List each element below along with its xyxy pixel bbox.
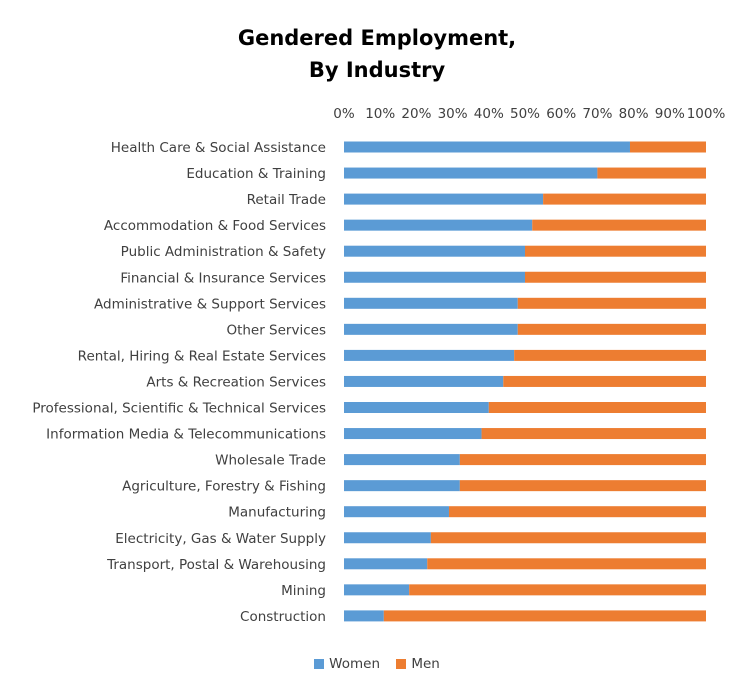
category-label: Arts & Recreation Services	[146, 374, 326, 390]
x-tick-label: 80%	[619, 106, 649, 122]
bar-men	[503, 375, 706, 387]
bar-women	[344, 271, 525, 283]
x-tick-label: 10%	[365, 106, 395, 122]
x-tick-label: 40%	[474, 106, 504, 122]
chart-title-line-2: By Industry	[308, 58, 446, 82]
category-label: Transport, Postal & Warehousing	[106, 557, 326, 573]
category-label: Rental, Hiring & Real Estate Services	[78, 348, 326, 364]
bar-women	[344, 610, 384, 622]
bar-men	[430, 532, 706, 544]
bar-women	[344, 558, 428, 570]
bar-women	[344, 219, 533, 231]
bar-men	[481, 428, 706, 440]
bar-women	[344, 584, 410, 596]
bar-men	[525, 271, 706, 283]
bar-men	[383, 610, 706, 622]
category-label: Other Services	[226, 322, 326, 338]
bar-women	[344, 193, 544, 205]
category-label: Education & Training	[186, 166, 326, 182]
legend-swatch-men	[396, 659, 407, 669]
x-tick-label: 100%	[687, 106, 726, 122]
bar-men	[514, 349, 706, 361]
category-label: Electricity, Gas & Water Supply	[115, 531, 326, 547]
bar-women	[344, 167, 598, 179]
legend: Women Men	[0, 656, 754, 673]
bar-women	[344, 323, 518, 335]
legend-item-women: Women	[314, 656, 380, 672]
legend-label-women: Women	[329, 656, 381, 672]
chart-title: Gendered Employment, By Industry	[0, 22, 754, 86]
legend-label-men: Men	[411, 656, 440, 672]
bar-women	[344, 532, 431, 544]
x-tick-label: 0%	[333, 106, 355, 122]
bar-women	[344, 402, 489, 413]
bar-men	[517, 323, 706, 335]
bar-men	[629, 141, 706, 153]
x-tick-label: 90%	[655, 106, 685, 122]
category-label: Accommodation & Food Services	[104, 218, 326, 234]
x-tick-label: 50%	[510, 106, 540, 122]
bar-men	[448, 506, 706, 518]
bar-men	[525, 245, 706, 257]
x-tick-label: 70%	[582, 106, 612, 122]
chart-title-line-1: Gendered Employment,	[237, 26, 517, 50]
bar-men	[459, 480, 706, 492]
legend-swatch-women	[314, 659, 325, 669]
bar-men	[427, 558, 706, 570]
bar-women	[344, 506, 449, 518]
legend-item-men: Men	[396, 656, 440, 672]
category-label: Mining	[281, 583, 326, 599]
bar-women	[344, 454, 460, 466]
bar-men	[543, 193, 706, 205]
bar-men	[488, 402, 706, 413]
bar-men	[597, 167, 706, 179]
category-label: Construction	[240, 609, 326, 625]
bar-women	[344, 245, 525, 257]
bar-women	[344, 428, 482, 440]
bar-men	[459, 454, 706, 466]
bar-women	[344, 297, 518, 309]
bar-men	[532, 219, 706, 231]
category-label: Professional, Scientific & Technical Ser…	[32, 401, 326, 417]
category-label: Health Care & Social Assistance	[111, 140, 326, 156]
category-label: Public Administration & Safety	[121, 244, 326, 260]
x-tick-label: 20%	[401, 106, 431, 122]
category-label: Wholesale Trade	[215, 453, 326, 469]
category-label: Retail Trade	[247, 192, 326, 208]
bar-men	[409, 584, 706, 596]
bar-women	[344, 375, 504, 387]
bar-women	[344, 141, 630, 153]
category-label: Administrative & Support Services	[94, 296, 326, 312]
bar-men	[517, 297, 706, 309]
bar-women	[344, 349, 515, 361]
x-tick-label: 60%	[546, 106, 576, 122]
x-tick-label: 30%	[438, 106, 468, 122]
category-label: Agriculture, Forestry & Fishing	[122, 479, 326, 495]
category-label: Financial & Insurance Services	[120, 270, 326, 286]
bar-women	[344, 480, 460, 492]
category-label: Manufacturing	[228, 505, 326, 521]
category-label: Information Media & Telecommunications	[46, 427, 326, 443]
